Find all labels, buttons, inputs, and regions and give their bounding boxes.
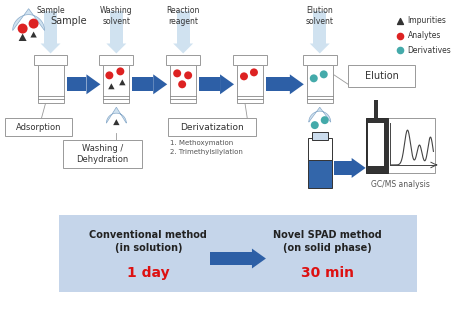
Bar <box>100 55 133 66</box>
Circle shape <box>320 70 328 78</box>
Text: 1. Methoxymation
2. Trimethylsilylation: 1. Methoxymation 2. Trimethylsilylation <box>170 140 243 154</box>
Text: Impurities: Impurities <box>408 16 447 25</box>
Bar <box>166 55 200 66</box>
Polygon shape <box>119 79 126 85</box>
Text: Elution
solvent: Elution solvent <box>306 6 334 26</box>
Polygon shape <box>310 44 330 53</box>
Text: Reaction
reagent: Reaction reagent <box>166 6 200 26</box>
Bar <box>168 118 256 136</box>
Bar <box>66 77 86 91</box>
Text: Adsorption: Adsorption <box>16 123 61 132</box>
Bar <box>347 66 416 87</box>
Text: 30 min: 30 min <box>301 266 354 281</box>
Text: Washing /
Dehydration: Washing / Dehydration <box>76 144 128 164</box>
Polygon shape <box>108 83 115 89</box>
Polygon shape <box>18 34 27 41</box>
Polygon shape <box>106 44 127 53</box>
Circle shape <box>311 121 319 129</box>
Circle shape <box>184 71 192 79</box>
Circle shape <box>18 23 27 34</box>
Circle shape <box>250 68 258 76</box>
Bar <box>368 123 383 166</box>
Point <box>396 33 403 38</box>
Bar <box>266 77 290 91</box>
Point <box>396 18 403 23</box>
Point <box>396 48 403 53</box>
Bar <box>44 11 57 44</box>
Text: 1 day: 1 day <box>127 266 170 281</box>
Text: GC/MS analysis: GC/MS analysis <box>371 180 430 189</box>
Text: Novel SPAD method
(on solid phase): Novel SPAD method (on solid phase) <box>273 230 382 253</box>
Circle shape <box>173 70 181 77</box>
Bar <box>233 55 267 66</box>
Bar <box>132 77 153 91</box>
Circle shape <box>178 80 186 88</box>
Bar <box>103 66 129 103</box>
Text: Elution: Elution <box>365 71 399 81</box>
Bar <box>313 11 326 44</box>
Bar <box>374 100 378 120</box>
Polygon shape <box>30 32 37 37</box>
Polygon shape <box>290 74 304 94</box>
Text: Analytes: Analytes <box>408 31 441 40</box>
Bar <box>308 138 332 160</box>
Bar <box>110 11 123 44</box>
Polygon shape <box>173 44 193 53</box>
Bar <box>210 252 252 265</box>
Bar <box>308 158 332 188</box>
Bar <box>365 118 388 173</box>
Polygon shape <box>113 119 119 125</box>
Bar <box>303 55 337 66</box>
Bar <box>170 66 196 103</box>
Text: Washing
solvent: Washing solvent <box>100 6 133 26</box>
Text: Sample: Sample <box>36 6 65 15</box>
Polygon shape <box>86 74 100 94</box>
Circle shape <box>28 19 38 28</box>
Circle shape <box>321 116 329 124</box>
Polygon shape <box>153 74 167 94</box>
Bar <box>5 118 73 136</box>
Bar <box>63 140 142 168</box>
Polygon shape <box>106 107 127 123</box>
Circle shape <box>116 67 124 75</box>
Text: Sample: Sample <box>51 16 87 26</box>
Text: Conventional method
(in solution): Conventional method (in solution) <box>89 230 207 253</box>
Bar <box>199 77 220 91</box>
Bar <box>34 55 67 66</box>
Bar <box>177 11 190 44</box>
Circle shape <box>240 72 248 80</box>
Polygon shape <box>252 248 266 269</box>
Circle shape <box>310 74 318 82</box>
Bar <box>237 66 263 103</box>
Polygon shape <box>309 107 331 122</box>
Polygon shape <box>41 44 61 53</box>
Text: Derivatives: Derivatives <box>408 46 451 55</box>
Bar <box>307 66 333 103</box>
Bar <box>37 66 64 103</box>
Text: Derivatization: Derivatization <box>180 123 244 132</box>
Polygon shape <box>352 158 365 178</box>
Polygon shape <box>13 9 45 31</box>
Bar <box>334 161 352 175</box>
Bar <box>365 118 436 173</box>
Polygon shape <box>220 74 234 94</box>
Circle shape <box>105 71 113 79</box>
Bar <box>58 215 418 292</box>
Bar <box>312 132 328 140</box>
